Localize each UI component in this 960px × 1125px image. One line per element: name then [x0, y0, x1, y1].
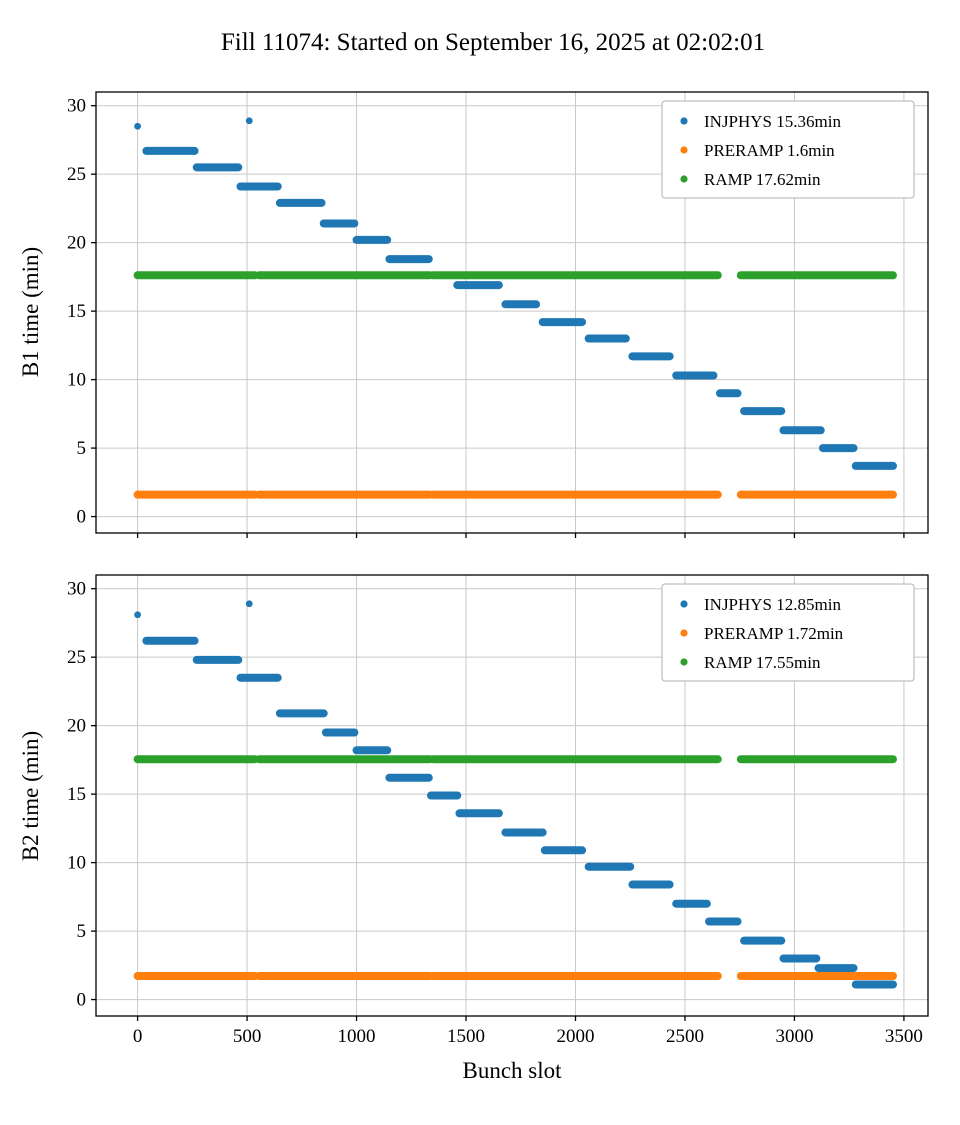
series-injphys [134, 117, 897, 470]
legend-marker-ramp [680, 175, 688, 183]
x-tick-label: 0 [133, 1026, 143, 1047]
chart-title: Fill 11074: Started on September 16, 202… [221, 29, 765, 56]
y-tick-label: 5 [77, 438, 87, 459]
legend-marker-ramp [680, 658, 688, 666]
legend-box [661, 583, 915, 682]
x-tick-label: 2000 [556, 1026, 594, 1047]
legend-label-ramp: RAMP 17.55min [704, 653, 821, 672]
legend-marker-injphys [680, 117, 688, 125]
y-tick-label: 25 [67, 164, 86, 185]
legend: INJPHYS 12.85min PRERAMP 1.72min RAMP 17.5… [661, 583, 915, 682]
y-tick-label: 15 [67, 301, 86, 322]
y-tick-label: 20 [67, 233, 86, 254]
x-tick-label: 1500 [447, 1026, 485, 1047]
legend: INJPHYS 15.36min PRERAMP 1.6min RAMP 17.62… [661, 100, 915, 199]
y-tick-label: 10 [67, 853, 86, 874]
y-tick-label: 0 [77, 507, 87, 528]
x-tick-label: 3000 [775, 1026, 813, 1047]
series-injphys [134, 600, 897, 989]
legend-label-injphys: INJPHYS 12.85min [704, 595, 841, 614]
y-tick-label: 25 [67, 647, 86, 668]
y-tick-label: 5 [77, 921, 87, 942]
tick-marks: 0 5 10 15 20 25 30 0 500 1000 1500 2000 2500 3000 3500 [67, 579, 923, 1047]
y-tick-label: 30 [67, 579, 86, 600]
x-tick-label: 2500 [666, 1026, 704, 1047]
x-tick-label: 1000 [338, 1026, 376, 1047]
axes-spines [95, 91, 929, 534]
grid-lines [96, 92, 928, 533]
b1-y-axis-label: B1 time (min) [18, 247, 43, 377]
y-tick-label: 20 [67, 716, 86, 737]
x-tick-label: 500 [233, 1026, 262, 1047]
b2-y-axis-label: B2 time (min) [18, 731, 43, 861]
axes-spines [95, 574, 929, 1017]
y-tick-label: 30 [67, 96, 86, 117]
tick-marks: 0 5 10 15 20 25 30 [67, 96, 905, 538]
y-tick-label: 15 [67, 784, 86, 805]
y-tick-label: 10 [67, 370, 86, 391]
b1-plot-area: 0 5 10 15 20 25 30 INJPHYS 15.36min PRERAMP 1.6m… [67, 91, 929, 538]
legend-label-preramp: PRERAMP 1.6min [704, 141, 835, 160]
legend-label-ramp: RAMP 17.62min [704, 170, 821, 189]
legend-box [661, 100, 915, 199]
legend-label-injphys: INJPHYS 15.36min [704, 112, 841, 131]
legend-marker-injphys [680, 600, 688, 608]
y-tick-label: 0 [77, 990, 87, 1011]
b2-plot-area: 0 5 10 15 20 25 30 0 500 1000 1500 2000 2500 3000 3500… [67, 574, 929, 1047]
legend-marker-preramp [680, 146, 688, 154]
x-tick-label: 3500 [885, 1026, 923, 1047]
legend-marker-preramp [680, 629, 688, 637]
legend-label-preramp: PRERAMP 1.72min [704, 624, 844, 643]
x-axis-label: Bunch slot [462, 1058, 562, 1083]
